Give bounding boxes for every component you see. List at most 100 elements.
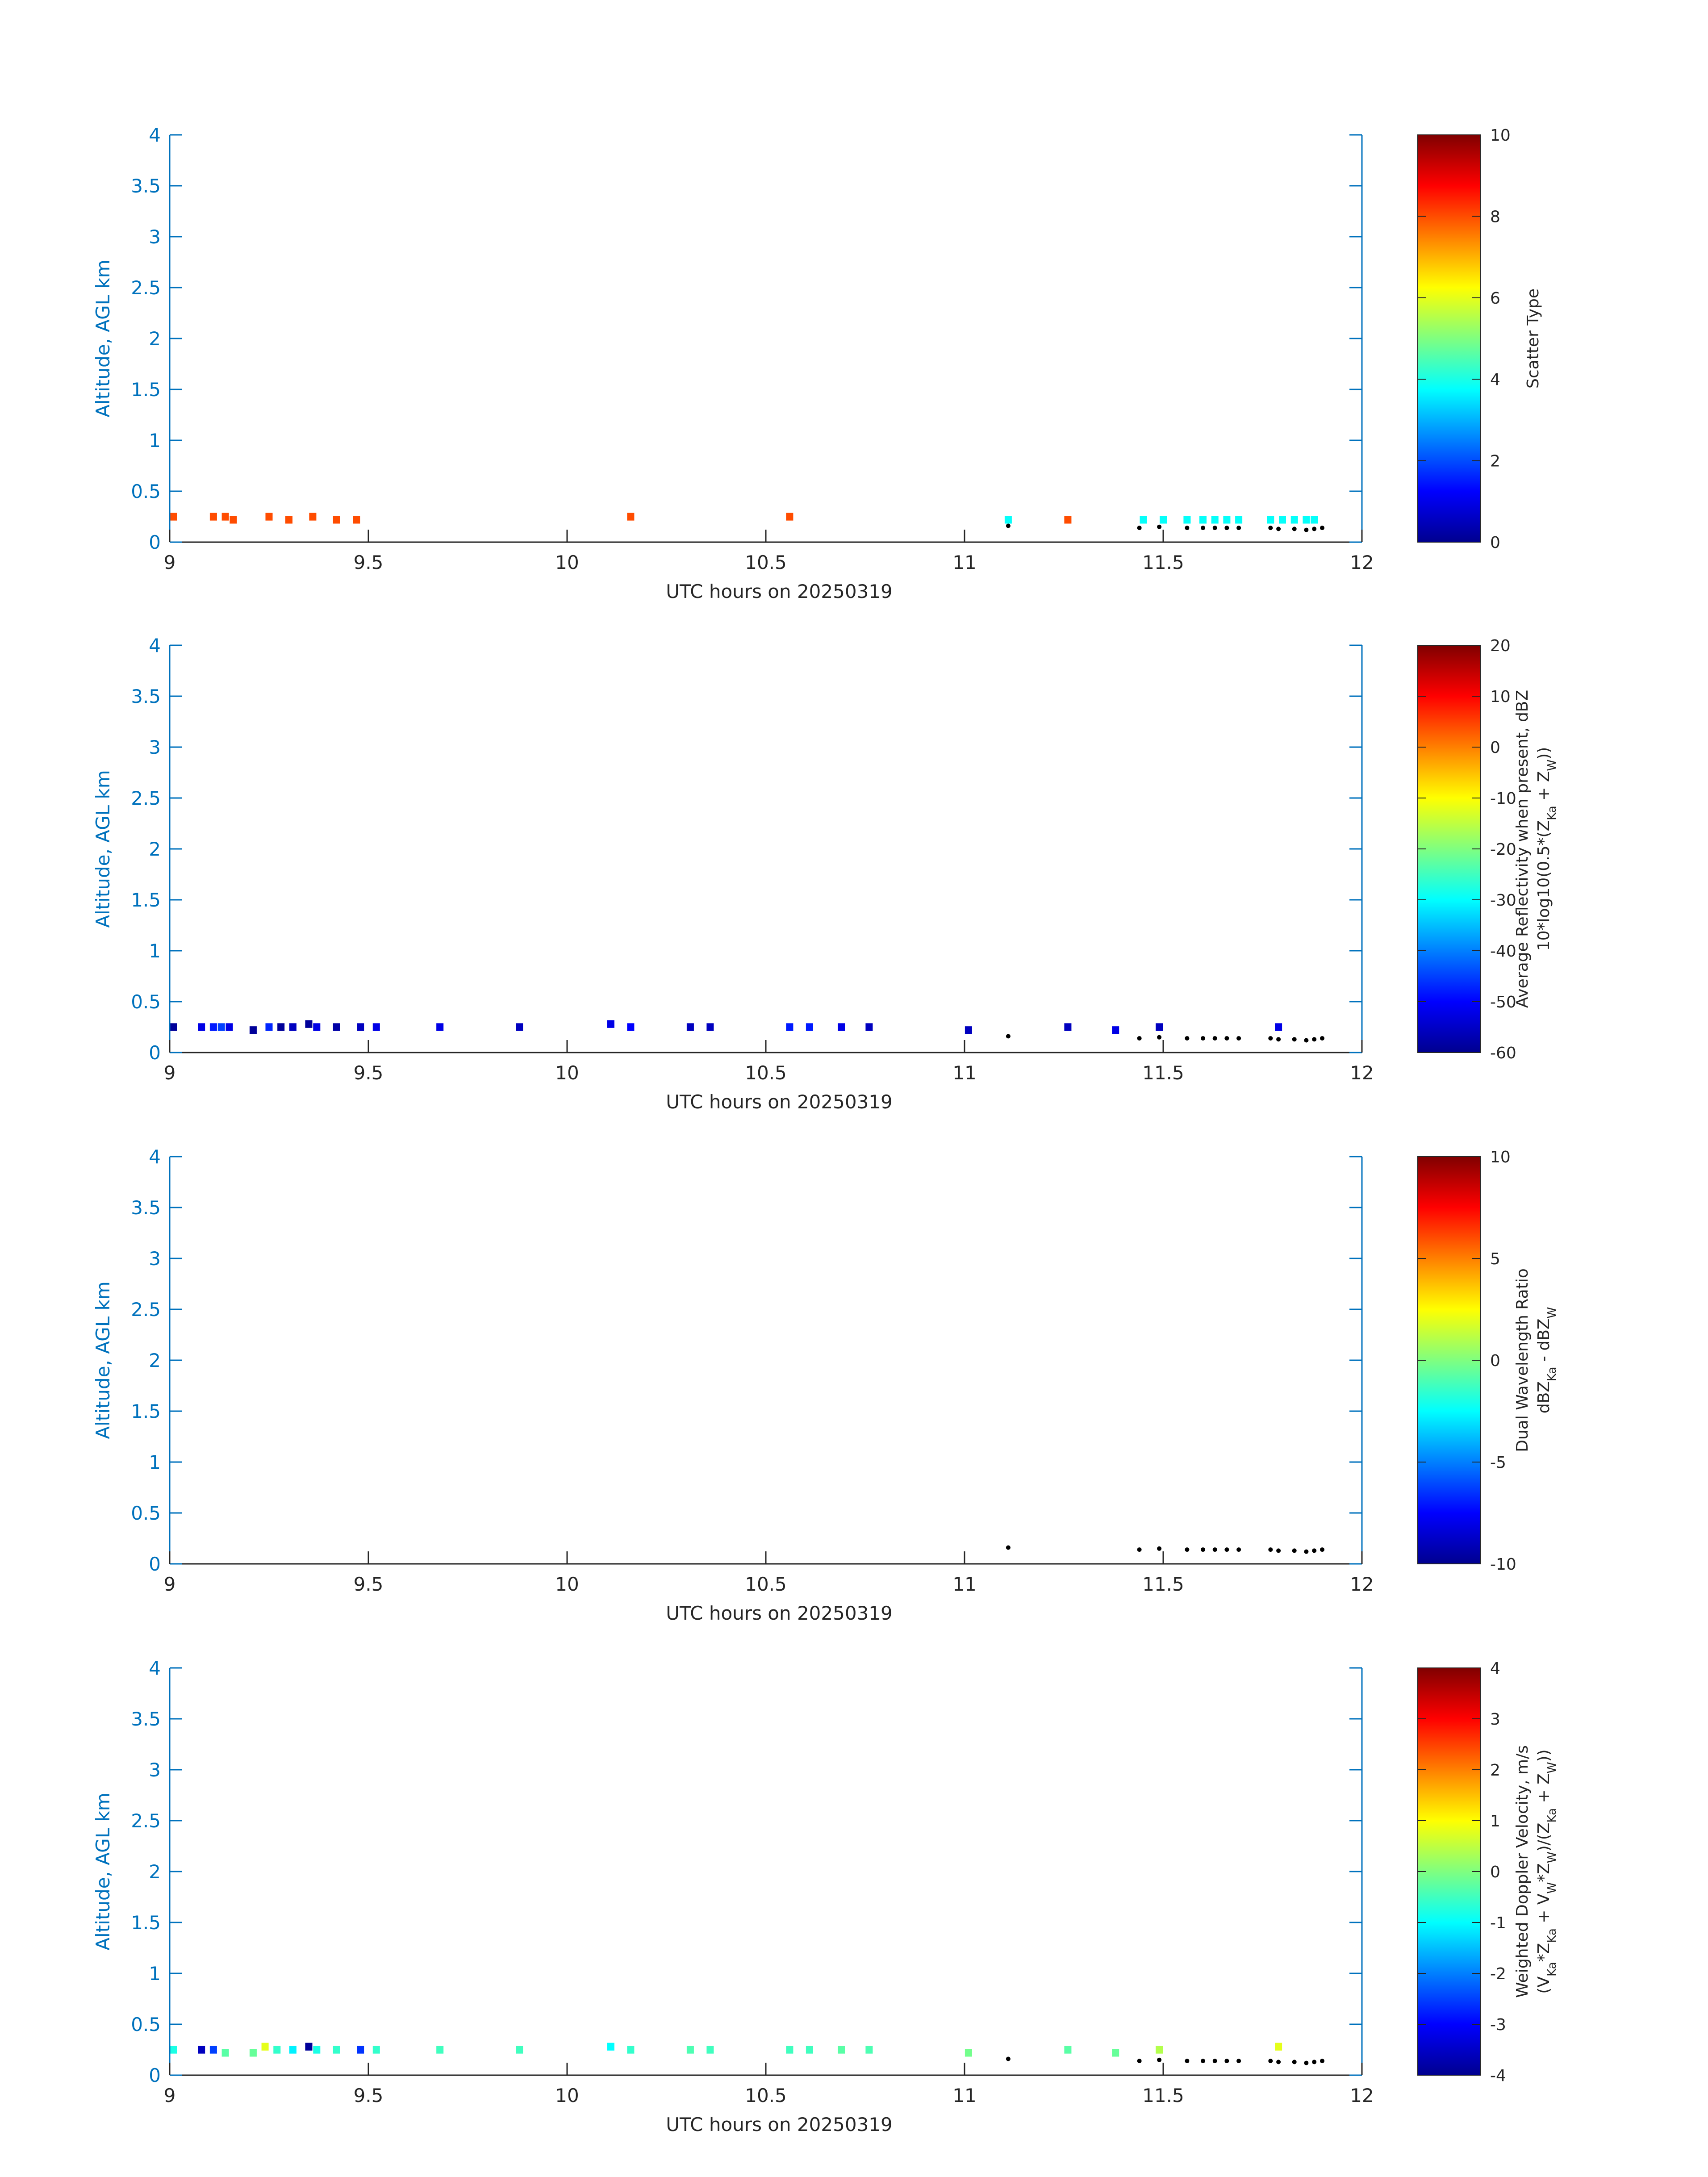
data-cell xyxy=(865,1023,873,1031)
colorbar-gradient xyxy=(1417,1667,1481,2076)
data-cell xyxy=(1290,516,1298,524)
colorbar-tick-label: 20 xyxy=(1490,637,1511,655)
marker-point xyxy=(1276,1548,1281,1553)
colorbar-tick-label: -3 xyxy=(1490,2016,1506,2034)
data-cell xyxy=(1267,516,1274,524)
data-cell xyxy=(436,2046,444,2054)
colorbar-gradient xyxy=(1417,645,1481,1053)
y-tick-label: 0 xyxy=(149,1553,161,1575)
data-cell xyxy=(285,516,293,524)
data-cell xyxy=(309,513,317,521)
x-tick-label: 10 xyxy=(555,1062,579,1084)
marker-point xyxy=(1304,2060,1309,2065)
data-cell xyxy=(261,2043,269,2051)
x-tick-label: 11.5 xyxy=(1142,552,1184,573)
y-tick-label: 3 xyxy=(149,1248,161,1270)
chart-panel-2: 00.511.522.533.549 9.5 10 10.5 11 11.5 12Altit… xyxy=(92,635,1559,1113)
y-tick-label: 1.5 xyxy=(131,1912,161,1934)
x-tick-label: 11.5 xyxy=(1142,2085,1184,2106)
y-tick-label: 4 xyxy=(149,1657,161,1679)
x-tick-label: 9 xyxy=(164,552,176,573)
y-tick-label: 3 xyxy=(149,226,161,248)
colorbar-tick-label: -40 xyxy=(1490,942,1516,961)
x-tick-label: 12 xyxy=(1350,2085,1374,2106)
y-tick-label: 2 xyxy=(149,838,161,860)
data-cell xyxy=(627,2046,635,2054)
marker-point xyxy=(1312,1037,1317,1042)
colorbar-tick-label: -60 xyxy=(1490,1044,1516,1062)
data-cell xyxy=(198,2046,205,2054)
colorbar-tick-label: -2 xyxy=(1490,1965,1506,1983)
data-cell xyxy=(305,2043,313,2051)
marker-point xyxy=(1157,1546,1162,1551)
data-cell xyxy=(209,513,217,521)
y-axis-label: Altitude, AGL km xyxy=(92,1793,114,1950)
y-tick-label: 2.5 xyxy=(131,787,161,809)
y-tick-label: 3.5 xyxy=(131,1197,161,1219)
data-cell xyxy=(865,2046,873,2054)
marker-point xyxy=(1137,1547,1142,1552)
y-tick-label: 1 xyxy=(149,1451,161,1473)
x-tick-label: 10 xyxy=(555,552,579,573)
y-tick-label: 1 xyxy=(149,940,161,962)
marker-point xyxy=(1006,2056,1011,2061)
data-cell xyxy=(226,1023,233,1031)
data-cell xyxy=(1112,2049,1119,2057)
data-cell xyxy=(1140,516,1147,524)
marker-point xyxy=(1320,2059,1324,2064)
data-cell xyxy=(230,516,237,524)
marker-point xyxy=(1276,526,1281,531)
colorbar-tick-label: 4 xyxy=(1490,371,1500,389)
data-cell xyxy=(706,2046,714,2054)
data-cell xyxy=(965,1026,972,1034)
data-cell xyxy=(1311,516,1318,524)
x-tick-label: 9 xyxy=(164,2085,176,2106)
data-cell xyxy=(333,516,340,524)
x-axis-label: UTC hours on 20250319 xyxy=(666,1091,893,1113)
colorbar-label: Average Reflectivity when present, dBZ xyxy=(1513,690,1532,1008)
colorbar-tick-label: -10 xyxy=(1490,790,1516,808)
marker-point xyxy=(1312,526,1317,531)
x-tick-label: 11 xyxy=(952,2085,976,2106)
colorbar: -10 -5 0 5 10 Dual Wavelength Ratio dBZKa - dB… xyxy=(1417,1148,1559,1574)
marker-point xyxy=(1292,1548,1297,1553)
data-cell xyxy=(313,1023,321,1031)
x-axis-label: UTC hours on 20250319 xyxy=(666,2114,893,2135)
marker-point xyxy=(1276,1037,1281,1042)
marker-point xyxy=(1320,526,1324,531)
plot-area xyxy=(170,1157,1362,1564)
data-cell xyxy=(686,1023,694,1031)
y-tick-label: 3 xyxy=(149,1759,161,1781)
y-tick-label: 1.5 xyxy=(131,379,161,401)
colorbar-tick-label: -4 xyxy=(1490,2067,1506,2085)
marker-point xyxy=(1212,1036,1217,1041)
marker-point xyxy=(1320,1547,1324,1552)
data-cell xyxy=(607,2043,614,2051)
marker-point xyxy=(1236,526,1241,531)
x-tick-label: 10.5 xyxy=(745,1573,787,1595)
marker-point xyxy=(1212,526,1217,531)
colorbar-tick-label: 6 xyxy=(1490,289,1500,308)
x-tick-label: 10 xyxy=(555,1573,579,1595)
y-tick-label: 3.5 xyxy=(131,175,161,197)
y-tick-label: 1 xyxy=(149,1963,161,1985)
data-cell xyxy=(627,1023,635,1031)
y-tick-label: 2.5 xyxy=(131,1810,161,1832)
marker-point xyxy=(1304,1549,1309,1554)
data-cell xyxy=(198,1023,205,1031)
data-cell xyxy=(786,2046,793,2054)
data-cell xyxy=(1278,516,1286,524)
data-cell xyxy=(249,1026,257,1034)
data-cell xyxy=(372,2046,380,2054)
x-tick-label: 9.5 xyxy=(354,1573,384,1595)
x-tick-label: 10.5 xyxy=(745,1062,787,1084)
marker-point xyxy=(1185,1547,1190,1552)
colorbar-label: Weighted Doppler Velocity, m/s xyxy=(1513,1745,1532,1998)
y-tick-label: 0.5 xyxy=(131,1502,161,1524)
colorbar: 0 2 4 6 8 10 Scatter Type xyxy=(1417,126,1542,552)
colorbar-label: dBZKa - dBZW xyxy=(1535,1307,1559,1414)
colorbar-tick-label: 3 xyxy=(1490,1710,1500,1729)
y-tick-label: 1.5 xyxy=(131,889,161,911)
y-tick-label: 1 xyxy=(149,430,161,451)
